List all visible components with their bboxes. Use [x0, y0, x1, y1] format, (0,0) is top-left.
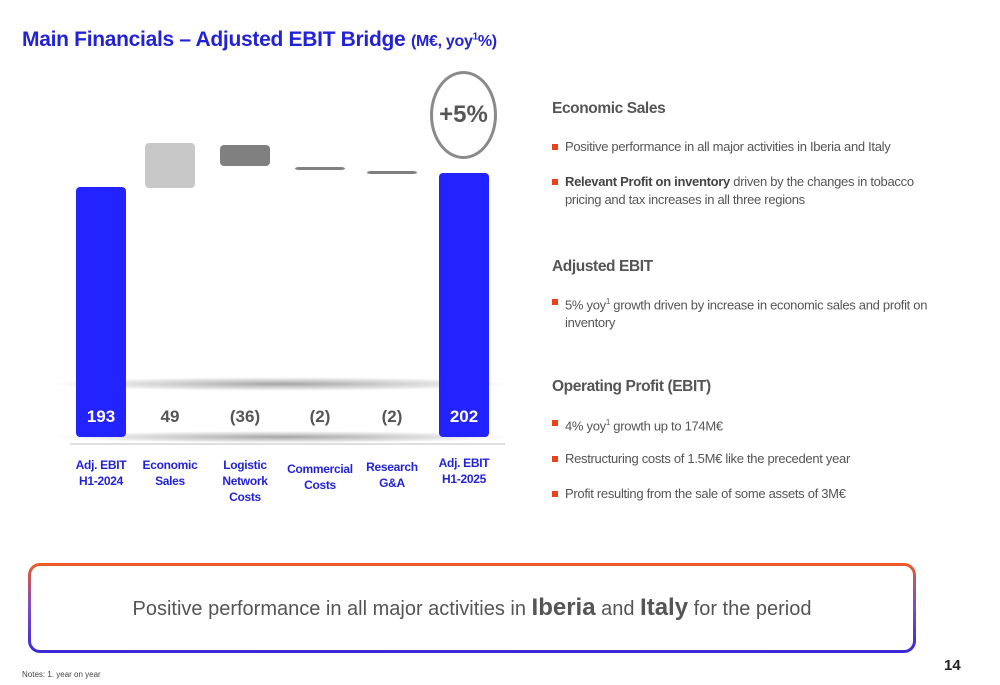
category-label-2: Logistic Network Costs — [200, 457, 290, 505]
category-label-4: Research G&A — [347, 459, 437, 491]
bar-delta-1 — [145, 143, 195, 188]
ebit-bridge-chart — [52, 143, 512, 445]
footnote: Notes: 1. year on year — [22, 670, 101, 679]
bullet-text: 5% yoy — [565, 297, 606, 313]
bullet-sup: 1 — [605, 297, 610, 306]
value-label-2: (36) — [229, 407, 261, 426]
bullet-text: 4% yoy — [565, 418, 606, 434]
section-title-operating-profit: Operating Profit (EBIT) — [552, 378, 711, 395]
title-main: Main Financials – Adjusted EBIT Bridge — [22, 28, 406, 51]
category-label-line: H1-2025 — [442, 472, 486, 486]
title-unit: (M€, yoy1%) — [410, 31, 497, 50]
title-unit-sup: 1 — [472, 31, 479, 43]
bar-total-5 — [439, 173, 489, 437]
chart-floor-shadow-bottom — [52, 431, 512, 443]
bar-total-0 — [76, 187, 126, 437]
category-label-line: Costs — [229, 490, 261, 504]
category-label-line: Research — [366, 460, 418, 474]
page-title: Main Financials – Adjusted EBIT Bridge (… — [22, 28, 497, 52]
category-label-0: Adj. EBIT H1-2024 — [56, 457, 146, 489]
category-label-line: Sales — [155, 474, 185, 488]
value-label-1: 49 — [160, 407, 180, 426]
chart-floor-shadow-top — [52, 377, 512, 391]
bullet-operating-profit-2: Restructuring costs of 1.5M€ like the pr… — [552, 450, 932, 468]
bar-delta-2 — [220, 145, 270, 166]
category-label-3: Commercial Costs — [275, 461, 365, 493]
bullet-operating-profit-3: Profit resulting from the sale of some a… — [552, 485, 932, 503]
value-label-3: (2) — [309, 407, 331, 426]
category-label-line: Network — [222, 474, 268, 488]
title-unit-suffix: %) — [477, 33, 497, 50]
bullet-adjusted-ebit-1: 5% yoy1 growth driven by increase in eco… — [552, 293, 932, 332]
bullet-sup: 1 — [605, 418, 610, 427]
value-label-0: 193 — [86, 407, 116, 426]
bar-delta-4 — [367, 171, 417, 174]
category-label-line: Adj. EBIT — [438, 456, 490, 470]
bullet-economic-sales-1: Positive performance in all major activi… — [552, 138, 932, 156]
bullet-economic-sales-2: Relevant Profit on inventory driven by t… — [552, 173, 932, 209]
bullet-bold: Relevant Profit on inventory — [565, 174, 730, 189]
bar-delta-3 — [295, 167, 345, 170]
page-number: 14 — [944, 657, 961, 674]
category-label-1: Economic Sales — [125, 457, 215, 489]
callout-text: Positive performance in all major activi… — [132, 594, 811, 622]
callout-pre: Positive performance in all major activi… — [132, 598, 532, 620]
growth-badge: +5% — [430, 71, 497, 159]
category-label-line: Adj. EBIT — [75, 458, 127, 472]
section-title-economic-sales: Economic Sales — [552, 100, 666, 117]
bullet-text-2: growth driven by increase in economic sa… — [565, 297, 928, 331]
category-label-5: Adj. EBIT H1-2025 — [419, 455, 509, 487]
chart-bars — [76, 143, 489, 437]
bullet-text: Restructuring costs of 1.5M€ like the pr… — [565, 451, 850, 466]
category-label-line: Costs — [304, 478, 336, 492]
bullet-operating-profit-1: 4% yoy1 growth up to 174M€ — [552, 414, 932, 435]
callout-bold-italy: Italy — [640, 594, 689, 621]
title-unit-prefix: (M€, yoy — [410, 33, 473, 50]
key-message-callout: Positive performance in all major activi… — [28, 563, 916, 653]
category-label-line: G&A — [379, 476, 405, 490]
section-title-adjusted-ebit: Adjusted EBIT — [552, 258, 653, 275]
bullet-text-2: growth up to 174M€ — [610, 418, 723, 434]
bullet-text: Profit resulting from the sale of some a… — [565, 486, 846, 501]
callout-bold-iberia: Iberia — [531, 594, 596, 621]
callout-mid: and — [595, 598, 641, 620]
category-label-line: Logistic — [223, 458, 267, 472]
category-label-line: Commercial — [287, 462, 353, 476]
value-label-4: (2) — [381, 407, 403, 426]
category-label-line: Economic — [142, 458, 198, 472]
bullet-text: Positive performance in all major activi… — [565, 139, 891, 154]
callout-post: for the period — [688, 598, 812, 620]
bullet-text: driven by the changes in tobacco pricing… — [565, 174, 914, 207]
category-label-line: H1-2024 — [79, 474, 123, 488]
value-label-5: 202 — [449, 407, 479, 426]
